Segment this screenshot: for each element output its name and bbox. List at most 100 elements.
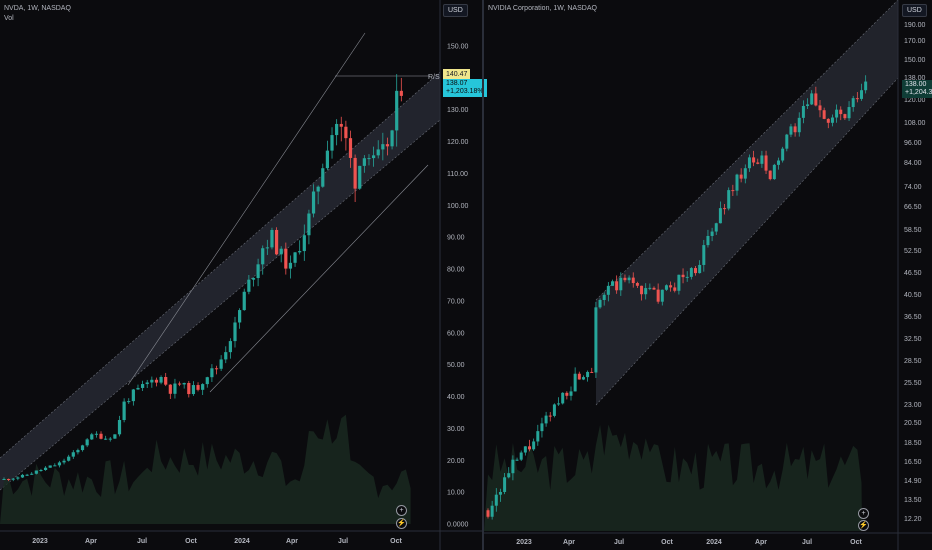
right-candle-body [640, 285, 644, 295]
right-candle-body [860, 90, 863, 99]
right-candle-body [644, 288, 648, 295]
right-chart[interactable]: 190.00 170.00 150.00 138.00 120.00 108.00 96.0… [484, 0, 932, 550]
left-candle-body [302, 235, 306, 252]
left-candle-body [76, 450, 80, 453]
right-candle-body [523, 446, 527, 453]
left-candle-body [191, 385, 196, 395]
left-candle-body [372, 155, 376, 159]
left-candle-body [20, 474, 25, 478]
left-price-tick: 30.00 [447, 426, 465, 433]
left-candle-body [53, 465, 57, 467]
left-candle-body [279, 248, 283, 255]
left-candle-body [16, 477, 20, 479]
left-candle-body [381, 144, 385, 150]
left-chart-pane[interactable]: R/S150.00140.00130.00120.00110.00100.009… [0, 0, 487, 550]
right-price-tick: 74.00 [904, 184, 922, 191]
right-lightning-button[interactable]: ⚡ [858, 520, 869, 531]
right-candle-body [727, 190, 731, 209]
left-candle-body [390, 130, 394, 147]
left-lightning-button[interactable]: ⚡ [396, 518, 407, 529]
pane-divider[interactable] [482, 0, 484, 550]
left-candle-body [94, 433, 98, 435]
left-candle-body [182, 382, 186, 385]
right-price-tick: 32.50 [904, 336, 922, 343]
left-candle-body [159, 376, 163, 383]
left-candle-body [233, 322, 237, 342]
right-candle-body [673, 287, 677, 291]
left-candle-body [30, 473, 34, 475]
left-currency-button[interactable]: USD [443, 4, 468, 17]
left-time-tick: Oct [185, 538, 197, 545]
volume-indicator-label[interactable]: Vol [4, 15, 14, 22]
left-candle-body [362, 158, 366, 166]
left-candle-body [71, 452, 75, 457]
left-price-tick: 40.00 [447, 394, 465, 401]
right-candle-body [615, 281, 619, 291]
right-candle-body [590, 371, 594, 373]
right-price-tick: 40.50 [904, 292, 922, 299]
right-time-tick: Apr [755, 539, 767, 546]
left-candle-body [274, 229, 279, 255]
right-candle-body [694, 268, 697, 274]
left-price-tick: 150.00 [447, 43, 469, 50]
right-volume-area [484, 424, 862, 531]
left-candle-body [90, 434, 94, 440]
right-symbol-title[interactable]: NVIDIA Corporation, 1W, NASDAQ [488, 5, 597, 12]
left-candle-body [293, 252, 297, 263]
right-price-tick: 138.00 [904, 75, 926, 82]
right-chart-pane[interactable]: 190.00 170.00 150.00 138.00 120.00 108.00 96.0… [484, 0, 932, 550]
left-chart[interactable]: R/S150.00140.00130.00120.00110.00100.009… [0, 0, 482, 550]
right-candle-body [851, 98, 855, 108]
left-channel-top-line [0, 71, 441, 459]
right-candle-body [814, 93, 818, 106]
right-candle-body [806, 104, 810, 106]
left-price-tick: 130.00 [447, 107, 469, 114]
left-symbol-title[interactable]: NVDA, 1W, NASDAQ [4, 5, 71, 12]
left-candle-body [108, 438, 112, 440]
right-candle-body [718, 208, 722, 224]
left-candle-body [344, 126, 348, 139]
right-candle-body [702, 245, 706, 265]
right-candle-body [540, 423, 544, 432]
left-candle-body [265, 247, 269, 249]
right-candle-body [528, 446, 531, 450]
left-candle-body [39, 470, 43, 472]
left-candle-body [238, 310, 242, 323]
left-candle-body [256, 264, 260, 279]
left-add-button[interactable]: + [396, 505, 407, 516]
right-candle-body [739, 174, 743, 179]
left-price-tick: 110.00 [447, 171, 468, 178]
left-candle-body [325, 150, 329, 169]
right-price-tick: 150.00 [904, 57, 926, 64]
left-price-tick: 10.00 [447, 490, 465, 497]
right-candle-body [490, 505, 494, 517]
right-candle-body [669, 285, 673, 288]
right-candle-body [652, 287, 656, 290]
right-time-tick: Oct [661, 539, 673, 546]
left-time-tick: Jul [338, 538, 348, 545]
left-time-tick: Oct [390, 538, 402, 545]
left-candle-body [11, 478, 15, 480]
right-currency-button[interactable]: USD [902, 4, 927, 17]
left-candle-body [261, 248, 265, 265]
right-candle-body [602, 294, 606, 301]
right-candle-body [498, 491, 502, 495]
left-price-tick: 100.00 [447, 203, 469, 210]
right-candle-body [507, 473, 511, 478]
right-add-button[interactable]: + [858, 508, 869, 519]
left-candle-body [2, 478, 6, 480]
right-price-tick: 120.00 [904, 97, 926, 104]
left-price-tick: 20.00 [447, 458, 465, 465]
right-candle-body [835, 109, 839, 118]
right-candle-body [623, 277, 627, 281]
right-candle-body [515, 459, 519, 461]
right-candle-body [864, 81, 868, 91]
right-candle-body [789, 126, 793, 135]
right-legend: NVIDIA Corporation, 1W, NASDAQ [488, 4, 597, 14]
right-candle-body [664, 285, 668, 290]
left-candle-body [224, 352, 228, 360]
right-candle-body [760, 155, 764, 164]
right-candle-body [685, 276, 689, 278]
right-price-tick: 28.50 [904, 358, 922, 365]
right-candle-body [826, 118, 830, 123]
